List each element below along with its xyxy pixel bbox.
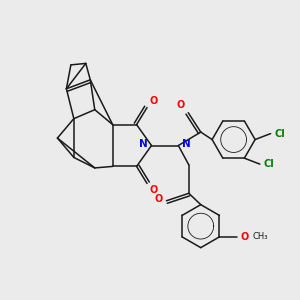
Text: CH₃: CH₃ — [252, 232, 268, 242]
Text: O: O — [241, 232, 249, 242]
Text: O: O — [149, 185, 158, 195]
Text: N: N — [139, 139, 148, 149]
Text: N: N — [182, 139, 191, 149]
Text: O: O — [149, 96, 158, 106]
Text: O: O — [154, 194, 163, 204]
Text: Cl: Cl — [274, 129, 285, 139]
Text: O: O — [177, 100, 185, 110]
Text: Cl: Cl — [263, 159, 274, 169]
